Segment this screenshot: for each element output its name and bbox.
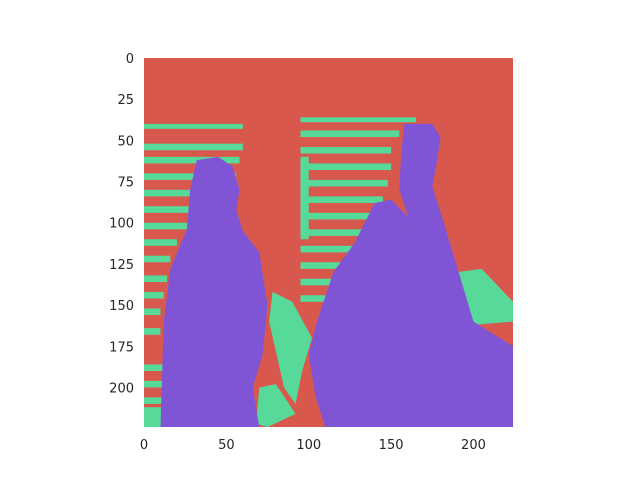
stripe-region	[144, 308, 161, 315]
stripe-region	[144, 156, 240, 164]
purple-region	[399, 123, 513, 371]
purple-region	[160, 156, 268, 427]
stripe-region	[144, 275, 168, 283]
y-tick-label: 0	[126, 52, 134, 67]
stripe-region	[300, 229, 362, 236]
stripe-region	[300, 212, 375, 220]
y-tick-label: 75	[117, 176, 134, 191]
x-tick-label: 50	[218, 438, 235, 453]
stripe-region	[300, 130, 400, 138]
x-axis: 0 50 100 150 200	[140, 438, 486, 453]
y-tick-label: 125	[109, 258, 134, 273]
y-tick-label: 150	[109, 299, 134, 314]
stripe-region	[300, 117, 416, 123]
stripe-region	[144, 239, 177, 246]
stripe-region	[300, 278, 342, 286]
x-tick-label: 150	[379, 438, 404, 453]
y-tick-label: 175	[109, 340, 134, 355]
stripe-region	[300, 245, 355, 253]
stripe-region	[300, 146, 392, 154]
stripe-region	[144, 173, 237, 180]
y-tick-label: 100	[109, 217, 134, 232]
y-tick-label: 50	[117, 134, 134, 149]
stripe-region	[144, 222, 191, 230]
stripe-region	[144, 364, 177, 371]
stripe-region	[144, 328, 161, 335]
y-tick-label: 25	[117, 93, 134, 108]
segmentation-image	[144, 58, 513, 427]
x-tick-label: 0	[140, 438, 148, 453]
stripe-region	[300, 196, 383, 203]
x-tick-label: 100	[296, 438, 321, 453]
stripe-region	[144, 143, 243, 151]
x-tick-label: 200	[461, 438, 486, 453]
stripe-region	[144, 123, 243, 129]
y-axis: 0 25 50 75 100 125 150 175 200	[109, 52, 134, 396]
stripe-region	[300, 179, 388, 187]
green-region	[456, 268, 513, 325]
stripe-region	[144, 206, 194, 213]
purple-region	[308, 199, 513, 427]
y-tick-label: 200	[109, 381, 134, 396]
stripe-region	[144, 255, 171, 263]
green-region	[269, 291, 313, 404]
green-region	[256, 384, 296, 427]
stripe-region	[300, 262, 345, 269]
stripe-region	[144, 189, 210, 197]
green-region	[300, 156, 309, 240]
stripe-region	[300, 295, 329, 302]
stripe-region	[144, 291, 164, 299]
stripe-region	[300, 163, 392, 171]
